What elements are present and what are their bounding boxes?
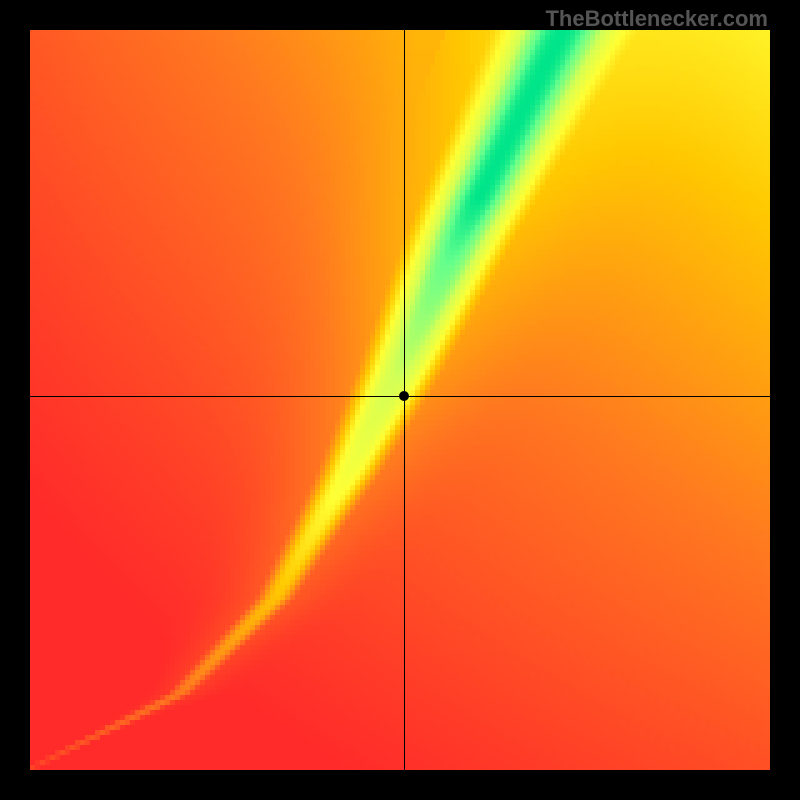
- heatmap-plot: [30, 30, 770, 770]
- watermark-text: TheBottlenecker.com: [545, 6, 768, 32]
- crosshair-point: [399, 391, 409, 401]
